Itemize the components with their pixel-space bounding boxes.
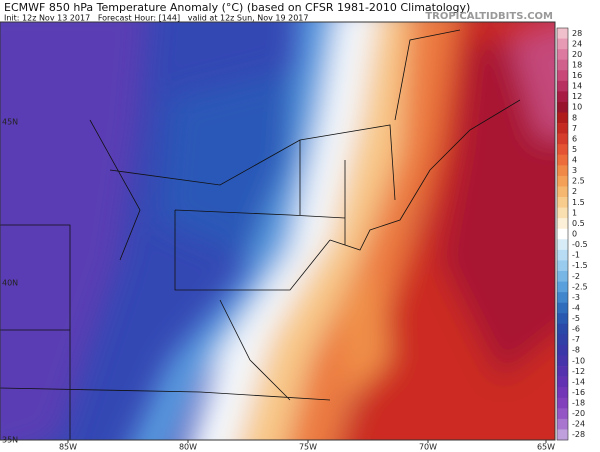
- colorbar-swatch: [557, 175, 568, 187]
- colorbar-label: 7: [572, 124, 577, 133]
- colorbar-label: 12: [572, 92, 582, 101]
- colorbar-label: 20: [572, 50, 582, 59]
- colorbar-label: 1.5: [572, 198, 585, 207]
- colorbar-swatch: [557, 28, 568, 39]
- colorbar-label: 14: [572, 82, 582, 91]
- colorbar-swatch: [557, 133, 568, 145]
- colorbar-swatch: [557, 59, 568, 71]
- colorbar-swatch: [557, 323, 568, 335]
- colorbar-swatch: [557, 154, 568, 166]
- colorbar-swatch: [557, 429, 568, 441]
- colorbar-label: 1: [572, 208, 577, 217]
- colorbar-label: -7: [572, 335, 580, 344]
- lon-label: 65W: [537, 443, 555, 452]
- colorbar-swatch: [557, 144, 568, 156]
- colorbar-swatch: [557, 387, 568, 399]
- colorbar-swatch: [557, 239, 568, 251]
- colorbar-swatch: [557, 228, 568, 240]
- colorbar-swatch: [557, 91, 568, 103]
- colorbar-label: -4: [572, 303, 580, 312]
- colorbar-label: 10: [572, 103, 582, 112]
- colorbar-label: -2.5: [572, 282, 588, 291]
- borders: [0, 29, 521, 440]
- lat-label: 40N: [2, 279, 18, 288]
- colorbar-swatch: [557, 344, 568, 356]
- colorbar-label: 2.5: [572, 177, 585, 186]
- colorbar-swatch: [557, 197, 568, 208]
- lon-label: 75W: [299, 443, 317, 452]
- colorbar-swatch: [557, 302, 568, 314]
- colorbar-label: -18: [572, 399, 585, 408]
- colorbar-label: 3: [572, 166, 577, 175]
- colorbar-swatch: [557, 376, 568, 388]
- colorbar-label: 24: [572, 39, 582, 48]
- colorbar-label: 5: [572, 145, 577, 154]
- colorbar-swatch: [557, 186, 568, 198]
- colorbar-swatch: [557, 313, 568, 325]
- colorbar-label: -2: [572, 272, 580, 281]
- colorbar-label: -0.5: [572, 240, 588, 249]
- colorbar-label: 28: [572, 29, 582, 38]
- lon-label: 70W: [419, 443, 437, 452]
- colorbar-swatch: [557, 123, 568, 134]
- colorbar-label: -6: [572, 325, 580, 334]
- colorbar-swatch: [557, 207, 568, 219]
- colorbar-label: 16: [572, 71, 582, 80]
- colorbar-swatch: [557, 101, 568, 113]
- colorbar-swatch: [557, 112, 568, 124]
- colorbar-swatch: [557, 366, 568, 377]
- lat-label: 45N: [2, 118, 18, 127]
- lon-label: 80W: [179, 443, 197, 452]
- colorbar-swatch: [557, 292, 568, 303]
- lat-label: 35N: [2, 436, 18, 445]
- map-axes: 45N 40N 35N 85W 80W 75W 70W 65W: [2, 118, 555, 452]
- title: ECMWF 850 hPa Temperature Anomaly (°C) (…: [4, 1, 470, 14]
- colorbar-label: 4: [572, 156, 577, 165]
- colorbar-swatch: [557, 397, 568, 409]
- colorbar-label: 2: [572, 187, 577, 196]
- colorbar-label: -10: [572, 356, 585, 365]
- lon-label: 85W: [59, 443, 77, 452]
- colorbar-label: -14: [572, 377, 585, 386]
- colorbar-swatch: [557, 418, 568, 430]
- colorbar-label: 0.5: [572, 219, 585, 228]
- colorbar-label: 18: [572, 60, 582, 69]
- colorbar-swatch: [557, 70, 568, 82]
- colorbar-swatch: [557, 165, 568, 177]
- watermark: TROPICALTIDBITS.COM: [425, 11, 553, 22]
- colorbar-swatch: [557, 218, 568, 230]
- colorbar-label: -1.5: [572, 261, 588, 270]
- colorbar-label: -5: [572, 314, 580, 323]
- colorbar-swatch: [557, 49, 568, 60]
- colorbar-swatch: [557, 334, 568, 346]
- colorbar-swatch: [557, 260, 568, 272]
- colorbar-frame: [556, 27, 569, 441]
- colorbar-swatch: [557, 270, 568, 282]
- colorbar-label: -28: [572, 430, 585, 439]
- colorbar-swatch: [557, 408, 568, 420]
- colorbar-label: -24: [572, 420, 585, 429]
- colorbar-label: -3: [572, 293, 580, 302]
- colorbar-label: 6: [572, 134, 577, 143]
- colorbar-swatch: [557, 80, 568, 92]
- colorbar-label: -20: [572, 409, 585, 418]
- colorbar-swatch: [557, 281, 568, 293]
- colorbar-label: -12: [572, 367, 585, 376]
- colorbar-swatch: [557, 249, 568, 261]
- colorbar-label: 8: [572, 113, 577, 122]
- colorbar-swatch: [557, 355, 568, 367]
- colorbar-label: -16: [572, 388, 585, 397]
- colorbar-label: -8: [572, 346, 580, 355]
- colorbar-label: 0: [572, 230, 577, 239]
- colorbar-swatch: [557, 38, 568, 50]
- colorbar-label: -1: [572, 251, 580, 260]
- init-line: Init: 12z Nov 13 2017 Forecast Hour: [14…: [4, 14, 308, 23]
- map-frame: [0, 21, 556, 441]
